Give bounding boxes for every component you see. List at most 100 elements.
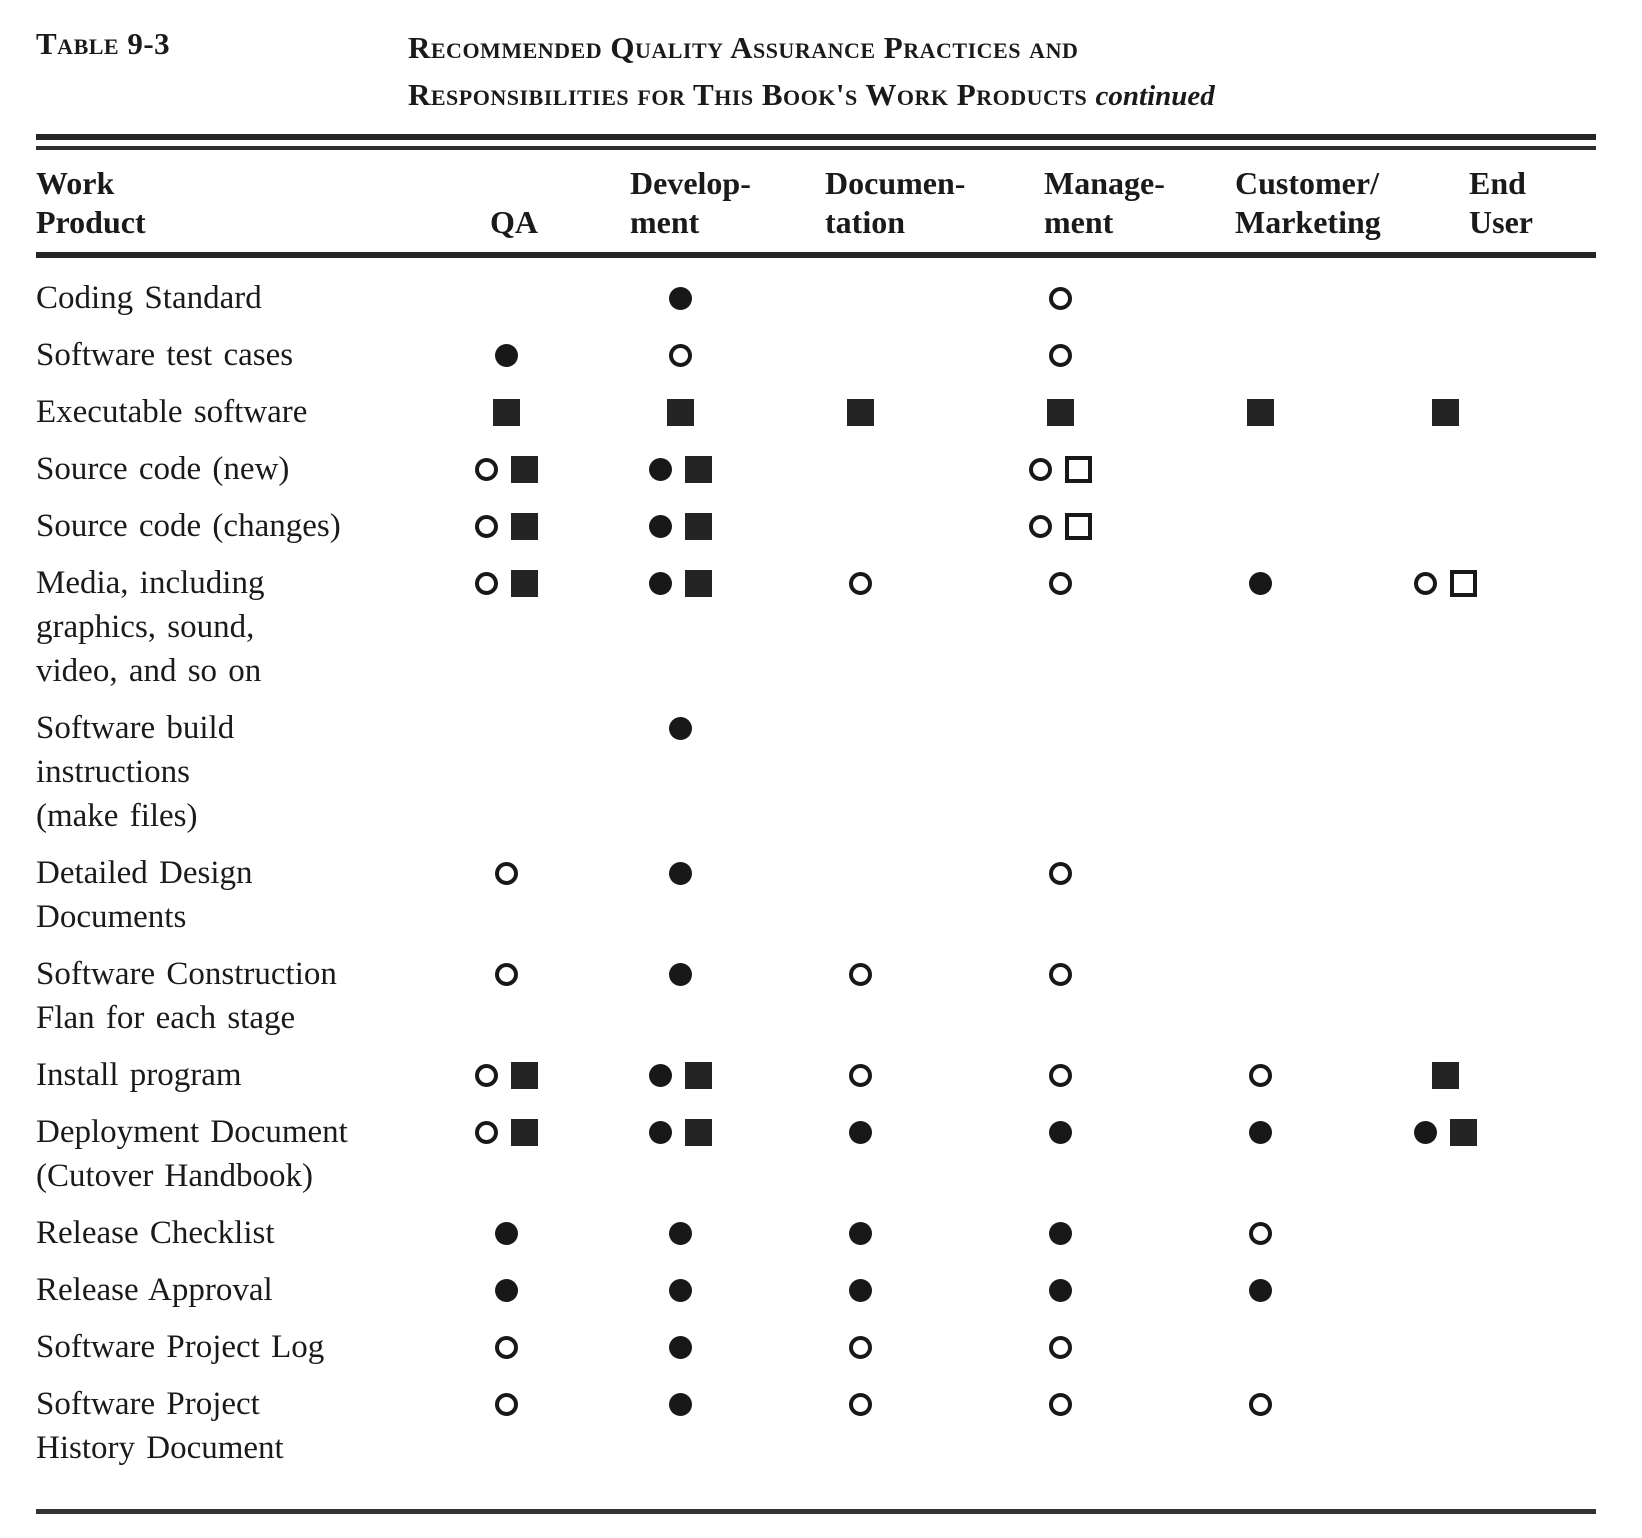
symbol-group [800, 333, 920, 377]
symbol-group [800, 504, 920, 548]
table-row: Software test cases [36, 333, 1596, 390]
work-product-label: Executable software [36, 390, 460, 434]
table-title-line2: Responsibilities for This Book's Work Pr… [408, 77, 1088, 112]
text-line: End [1469, 165, 1526, 201]
symbol-group [446, 1110, 566, 1154]
table-row: Coding Standard [36, 276, 1596, 333]
cell-qa [460, 1325, 620, 1369]
symbol-group [446, 1211, 566, 1255]
table-row: Release Checklist [36, 1211, 1596, 1268]
text-line: Software build [36, 710, 235, 746]
cell-end-user [1400, 851, 1596, 939]
cell-customer-marketing [1200, 1382, 1400, 1470]
symbol-group [446, 952, 566, 996]
symbol-group [1200, 561, 1320, 605]
cell-documentation [800, 706, 1000, 838]
cell-qa [460, 276, 620, 320]
work-product-label: Release Checklist [36, 1211, 460, 1255]
filled-square-icon [510, 1061, 538, 1089]
table-row: Source code (changes) [36, 504, 1596, 561]
symbol-group [1385, 390, 1505, 434]
filled-circle-icon [494, 1278, 518, 1302]
cell-qa [460, 333, 620, 377]
cell-end-user [1400, 1325, 1596, 1369]
cell-qa [460, 1382, 620, 1470]
cell-customer-marketing [1200, 1211, 1400, 1255]
symbol-group [620, 1268, 740, 1312]
open-circle-icon [848, 571, 872, 595]
text-line: Coding Standard [36, 280, 262, 316]
symbol-group [620, 1110, 740, 1154]
symbol-group [446, 851, 566, 895]
cell-development [620, 1382, 800, 1470]
cell-customer-marketing [1200, 390, 1400, 434]
table-caption: Table 9-3 Recommended Quality Assurance … [36, 24, 1596, 120]
cell-documentation [800, 390, 1000, 434]
symbol-group [1385, 561, 1505, 605]
open-circle-icon [668, 343, 692, 367]
cell-end-user [1400, 390, 1596, 434]
symbol-group [620, 1211, 740, 1255]
open-circle-icon [1048, 1392, 1072, 1416]
symbol-group [1385, 447, 1505, 491]
filled-circle-icon [668, 1221, 692, 1245]
open-circle-icon [1248, 1063, 1272, 1087]
text-line: video, and so on [36, 653, 262, 689]
cell-development [620, 333, 800, 377]
filled-square-icon [684, 569, 712, 597]
column-header-end-user: End User [1400, 164, 1596, 242]
symbol-group [800, 706, 920, 750]
filled-square-icon [510, 1118, 538, 1146]
work-product-label: Release Approval [36, 1268, 460, 1312]
filled-circle-icon [668, 286, 692, 310]
cell-development [620, 952, 800, 1040]
filled-circle-icon [494, 1221, 518, 1245]
filled-circle-icon [848, 1221, 872, 1245]
cell-qa [460, 504, 620, 548]
text-line: History Document [36, 1430, 284, 1466]
filled-circle-icon [668, 962, 692, 986]
symbol-group [1200, 1053, 1320, 1097]
filled-circle-icon [648, 1063, 672, 1087]
filled-circle-icon [1048, 1120, 1072, 1144]
text-line: Media, including [36, 565, 265, 601]
text-line: User [1469, 204, 1533, 240]
symbol-group [620, 504, 740, 548]
open-circle-icon [1028, 514, 1052, 538]
cell-development [620, 706, 800, 838]
cell-end-user [1400, 333, 1596, 377]
open-circle-icon [474, 1120, 498, 1144]
cell-customer-marketing [1200, 1268, 1400, 1312]
open-circle-icon [494, 962, 518, 986]
cell-development [620, 561, 800, 693]
text-line: Software Project [36, 1386, 260, 1422]
filled-square-icon [1431, 398, 1459, 426]
cell-qa [460, 706, 620, 838]
open-circle-icon [494, 1335, 518, 1359]
cell-development [620, 1110, 800, 1198]
symbol-group [620, 1325, 740, 1369]
symbol-group [446, 390, 566, 434]
symbol-group [1200, 333, 1320, 377]
symbol-group [1000, 1382, 1120, 1426]
text-line: Manage- [1044, 165, 1165, 201]
filled-square-icon [1449, 1118, 1477, 1146]
work-product-label: Software Project History Document [36, 1382, 460, 1470]
filled-square-icon [1046, 398, 1074, 426]
filled-circle-icon [668, 1392, 692, 1416]
work-product-label: Software test cases [36, 333, 460, 377]
cell-documentation [800, 447, 1000, 491]
cell-documentation [800, 1382, 1000, 1470]
cell-documentation [800, 333, 1000, 377]
symbol-group [620, 851, 740, 895]
filled-square-icon [684, 512, 712, 540]
column-header-customer-marketing: Customer/Marketing [1200, 164, 1400, 242]
text-line: Release Checklist [36, 1215, 275, 1251]
table-row: Executable software [36, 390, 1596, 447]
filled-circle-icon [668, 1335, 692, 1359]
work-product-label: Software build instructions (make files) [36, 706, 460, 838]
filled-square-icon [1246, 398, 1274, 426]
cell-end-user [1400, 1110, 1596, 1198]
symbol-group [1000, 1110, 1120, 1154]
cell-end-user [1400, 1268, 1596, 1312]
